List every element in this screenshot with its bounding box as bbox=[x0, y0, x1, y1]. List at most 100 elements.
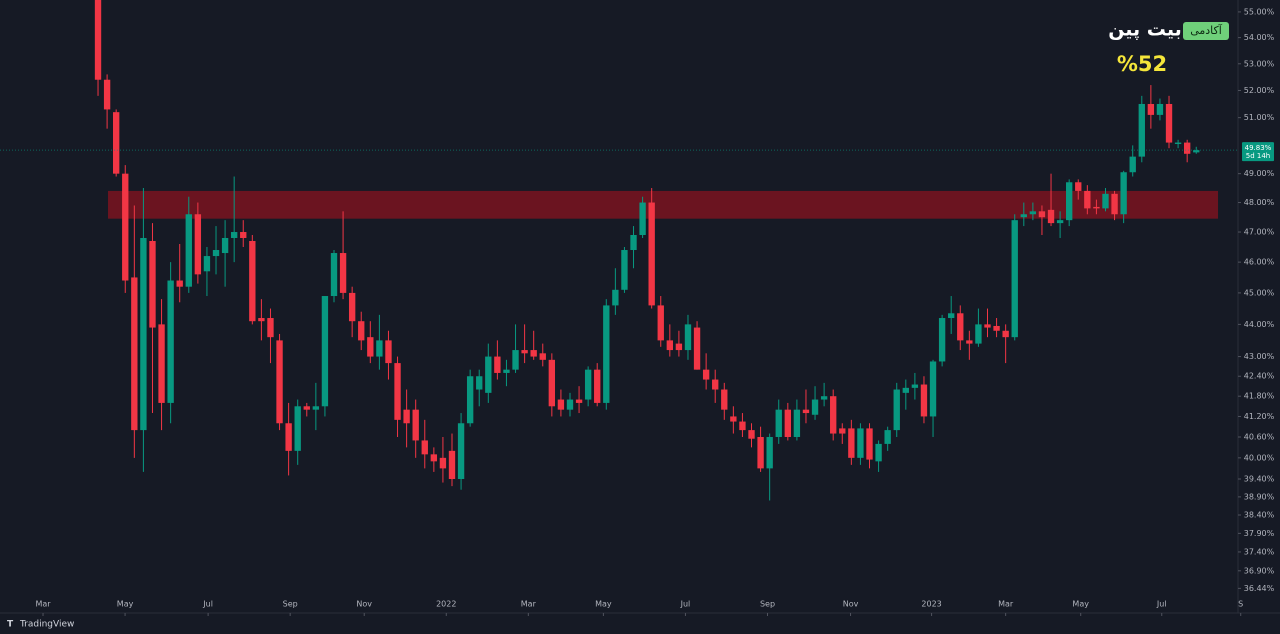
candle-body bbox=[839, 428, 846, 434]
candle-body bbox=[221, 237, 229, 254]
candle-body bbox=[666, 340, 674, 351]
candle-body bbox=[1066, 182, 1073, 221]
footer-logo: TradingView bbox=[19, 620, 74, 630]
candle-body bbox=[584, 369, 592, 400]
candle-body bbox=[857, 428, 864, 458]
candle-body bbox=[158, 324, 165, 403]
y-tick-label: 40.00% bbox=[1244, 453, 1275, 462]
candle-body bbox=[721, 389, 728, 410]
candle-body bbox=[521, 350, 528, 354]
candle-body bbox=[1111, 193, 1118, 215]
candle-body bbox=[657, 305, 664, 341]
candle-body bbox=[938, 318, 946, 362]
y-tick-label: 36.90% bbox=[1244, 566, 1275, 575]
x-tick-label: 2023 bbox=[921, 600, 941, 609]
candle-body bbox=[575, 399, 583, 403]
candle-body bbox=[966, 340, 973, 344]
candle-body bbox=[412, 409, 419, 441]
candle-body bbox=[131, 277, 138, 431]
candle-body bbox=[848, 428, 855, 458]
y-tick-label: 51.00% bbox=[1244, 113, 1275, 122]
candle-body bbox=[748, 430, 755, 439]
brand-tag-box bbox=[1183, 22, 1229, 40]
candle-body bbox=[1120, 172, 1127, 215]
candle-body bbox=[1047, 209, 1055, 224]
x-tick-label: May bbox=[595, 600, 612, 609]
candle-body bbox=[258, 318, 265, 322]
candle-body bbox=[1029, 211, 1037, 215]
y-tick-label: 44.00% bbox=[1244, 320, 1275, 329]
x-tick-label: S bbox=[1238, 600, 1243, 609]
candle-body bbox=[793, 409, 801, 437]
candle-body bbox=[94, 0, 102, 80]
candle-body bbox=[1075, 182, 1082, 191]
y-tick-label: 37.40% bbox=[1244, 547, 1275, 556]
candle-body bbox=[566, 399, 574, 410]
candle-body bbox=[140, 237, 147, 431]
y-tick-label: 46.00% bbox=[1244, 258, 1275, 267]
candle-body bbox=[240, 232, 247, 238]
candle-body bbox=[1056, 220, 1064, 224]
y-tick-label: 36.44% bbox=[1244, 584, 1275, 593]
y-tick-label: 52.00% bbox=[1244, 86, 1275, 95]
candle-body bbox=[358, 321, 365, 341]
candle-body bbox=[149, 240, 156, 328]
y-tick-label: 54.00% bbox=[1244, 33, 1275, 42]
y-tick-label: 48.00% bbox=[1244, 198, 1275, 207]
candle-body bbox=[122, 173, 129, 281]
footer-mark: T bbox=[7, 620, 14, 630]
candle-body bbox=[212, 250, 220, 257]
countdown: 5d 14h bbox=[1246, 152, 1270, 160]
candle-body bbox=[557, 399, 565, 410]
candle-body bbox=[884, 430, 891, 444]
candle-body bbox=[394, 363, 401, 420]
y-tick-label: 37.90% bbox=[1244, 529, 1275, 538]
y-tick-label: 47.00% bbox=[1244, 228, 1275, 237]
candle-body bbox=[539, 353, 546, 360]
candle-body bbox=[403, 409, 410, 424]
candle-body bbox=[920, 384, 928, 417]
candle-body bbox=[1011, 220, 1018, 338]
candle-body bbox=[330, 253, 338, 297]
y-tick-label: 45.00% bbox=[1244, 288, 1275, 297]
candle-body bbox=[267, 318, 274, 338]
candle-body bbox=[476, 376, 483, 390]
x-tick-label: May bbox=[117, 600, 134, 609]
candle-body bbox=[1093, 206, 1100, 209]
candle-body bbox=[112, 112, 120, 174]
candle-body bbox=[276, 340, 283, 424]
candle-body bbox=[321, 296, 329, 407]
candle-body bbox=[1138, 103, 1145, 157]
candle-body bbox=[348, 292, 356, 322]
x-tick-label: May bbox=[1072, 600, 1089, 609]
candle-body bbox=[103, 79, 111, 110]
candle-body bbox=[830, 396, 837, 434]
candle-body bbox=[594, 369, 601, 403]
candle-body bbox=[512, 350, 519, 370]
candle-body bbox=[1084, 190, 1091, 209]
y-tick-label: 38.90% bbox=[1244, 492, 1275, 501]
candle-body bbox=[957, 313, 964, 341]
candle-body bbox=[339, 253, 347, 293]
candle-body bbox=[684, 324, 692, 351]
x-tick-label: Mar bbox=[998, 600, 1014, 609]
x-tick-label: Mar bbox=[521, 600, 537, 609]
brand-name: بیت پین bbox=[1108, 19, 1182, 41]
candle-body bbox=[421, 440, 428, 455]
x-tick-label: Jul bbox=[680, 600, 691, 609]
candle-body bbox=[194, 214, 202, 275]
candle-body bbox=[230, 232, 238, 238]
candle-body bbox=[612, 289, 619, 306]
candle-body bbox=[730, 416, 737, 422]
candle-body bbox=[866, 428, 873, 460]
candle-body bbox=[385, 340, 392, 364]
candle-body bbox=[285, 423, 292, 451]
candle-body bbox=[820, 396, 828, 400]
x-tick-label: 2022 bbox=[436, 600, 456, 609]
candle-body bbox=[494, 356, 501, 373]
candle-body bbox=[185, 214, 192, 287]
candle-body bbox=[802, 409, 810, 414]
candle-body bbox=[1183, 142, 1191, 154]
